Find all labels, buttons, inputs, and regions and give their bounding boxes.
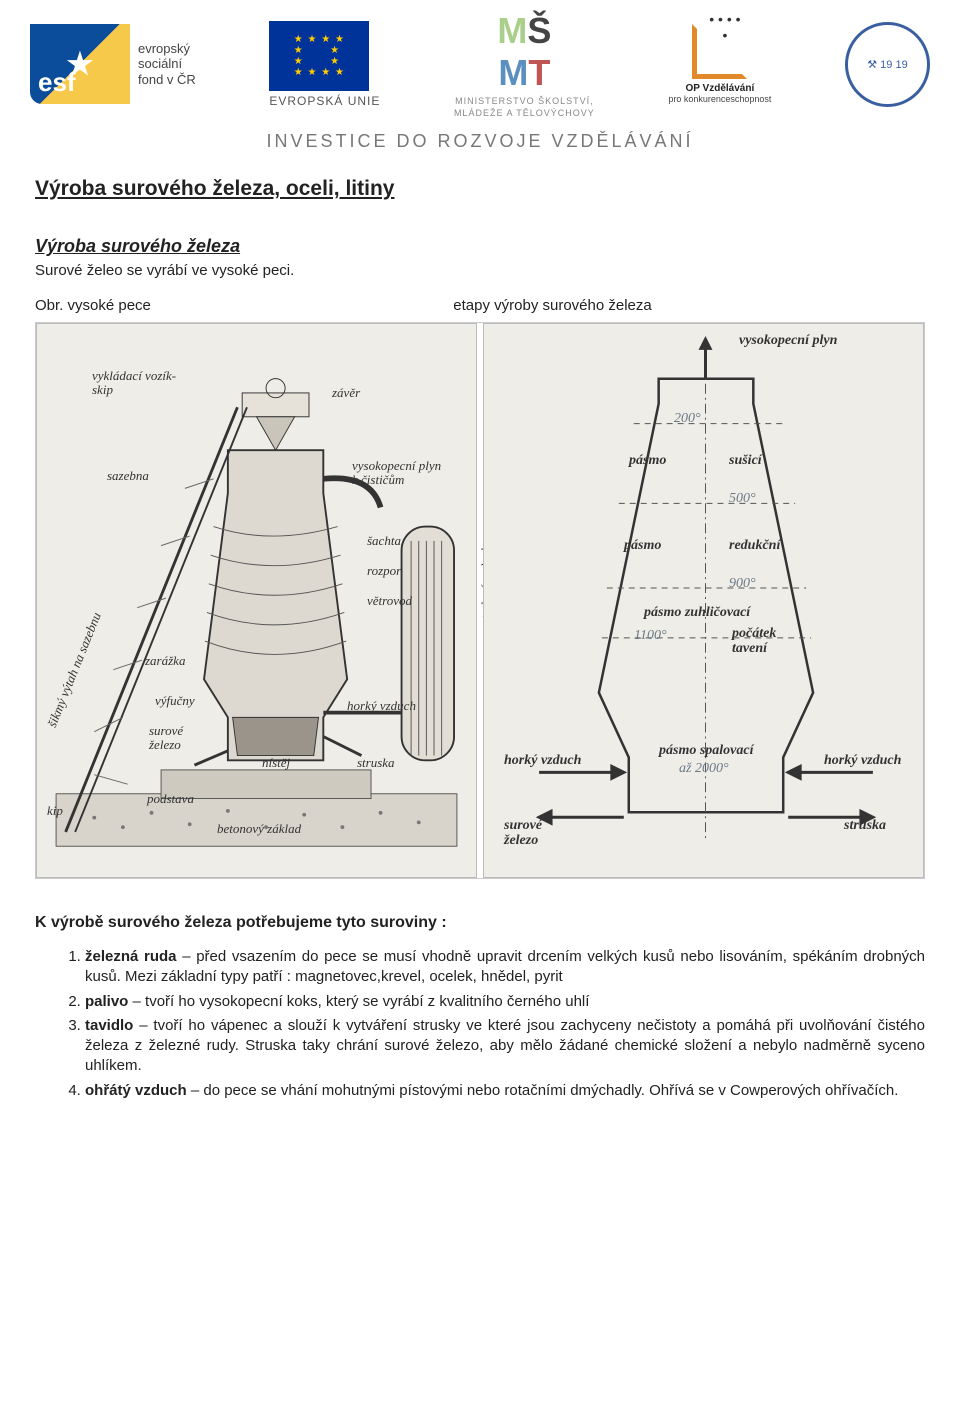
figA-label-vetrovod: větrovod [367, 594, 412, 608]
header-logo-row: ★esf evropský sociální fond v ČR ★ ★ ★ ★… [0, 0, 960, 123]
figA-label-surove: surovéželezo [149, 724, 183, 751]
figB-zone-susici-l: pásmo [629, 454, 666, 469]
figB-zone-zuhl: pásmo zuhličovací [644, 606, 750, 621]
figure-furnace-zones: vysokopecní plyn 200° pásmo sušicí 500° … [483, 323, 924, 878]
figA-label-struska: struska [357, 756, 395, 770]
figA-label-horky: horký vzduch [347, 699, 416, 713]
header-tagline: INVESTICE DO ROZVOJE VZDĚLÁVÁNÍ [0, 123, 960, 177]
list-item: ohřátý vzduch – do pece se vhání mohutný… [85, 1081, 925, 1101]
figB-temp-200: 200° [674, 412, 701, 427]
figB-label-struska: struska [844, 819, 886, 834]
figB-label-horkyR: horký vzduch [824, 754, 901, 769]
logo-eu: ★ ★ ★ ★★ ★★ ★★ ★ ★ ★ EVROPSKÁ UNIE [269, 21, 380, 108]
figB-zone-spal: pásmo spalovací [659, 744, 754, 759]
figA-label-zarazka: zarážka [145, 654, 185, 668]
eu-label: EVROPSKÁ UNIE [269, 94, 380, 108]
logo-school-circle: ⚒ 19 19 [845, 22, 930, 107]
caption-right: etapy výroby surového železa [453, 297, 925, 314]
figA-label-sachta: šachta [367, 534, 401, 548]
figB-temp-900: 900° [729, 577, 756, 592]
list-item: palivo – tvoří ho vysokopecní koks, kter… [85, 992, 925, 1012]
figA-label-beton: betonový základ [217, 822, 301, 836]
list-item: železná ruda – před vsazením do pece se … [85, 947, 925, 988]
figA-label-zaver: závěr [332, 386, 360, 400]
raw-materials-heading: K výrobě surového železa potřebujeme tyt… [35, 914, 925, 932]
figA-label-sazebna: sazebna [107, 469, 149, 483]
figB-label-topgas: vysokopecní plyn [739, 334, 837, 349]
logo-esf: ★esf evropský sociální fond v ČR [30, 24, 196, 104]
logo-op: OP Vzdělávání pro konkurenceschopnost [668, 24, 771, 104]
page-title: Výroba surového železa, oceli, litiny [35, 177, 925, 201]
figB-zone-reduk-r: redukční [729, 539, 780, 554]
figB-zone-susici-r: sušicí [729, 454, 762, 469]
esf-text: evropský sociální fond v ČR [138, 41, 196, 88]
caption-left: Obr. vysoké pece [35, 297, 453, 314]
figA-label-podstava: podstava [147, 792, 194, 806]
figB-temp-1100: 1100° [634, 629, 667, 644]
figB-temp-2000: až 2000° [679, 762, 729, 777]
figA-label-nistej: nístěj [262, 756, 290, 770]
figB-label-horkyL: horký vzduch [504, 754, 581, 769]
figures-row: vykládací vozík-skip závěr sazebna vysok… [35, 322, 925, 879]
figA-label-vyfucny: výfučny [155, 694, 195, 708]
figA-label-skip: vykládací vozík-skip [92, 369, 176, 396]
section-1-intro: Surové želeo se vyrábí ve vysoké peci. [35, 262, 925, 279]
list-item: tavidlo – tvoří ho vápenec a slouží k vy… [85, 1016, 925, 1077]
figB-label-pocatek: počátektavení [732, 627, 776, 656]
figure-captions: Obr. vysoké pece etapy výroby surového ž… [35, 297, 925, 314]
section-1-heading: Výroba surového železa [35, 236, 925, 257]
figB-zone-reduk-l: pásmo [624, 539, 661, 554]
eu-flag: ★ ★ ★ ★★ ★★ ★★ ★ ★ ★ [269, 21, 369, 91]
figure-blast-furnace: vykládací vozík-skip závěr sazebna vysok… [36, 323, 477, 878]
figA-label-kip: kip [47, 804, 63, 818]
esf-star-glyph: ★esf [30, 24, 130, 104]
figA-label-rozpor: rozpor [367, 564, 401, 578]
logo-msmt: MŠMT MINISTERSTVO ŠKOLSTVÍ, MLÁDEŽE A TĚ… [454, 10, 595, 118]
figB-temp-500: 500° [729, 492, 756, 507]
figB-label-surove: surovéželezo [504, 819, 542, 848]
figA-label-plyn: vysokopecní plynk čističům [352, 459, 441, 486]
raw-materials-list: železná ruda – před vsazením do pece se … [35, 947, 925, 1101]
